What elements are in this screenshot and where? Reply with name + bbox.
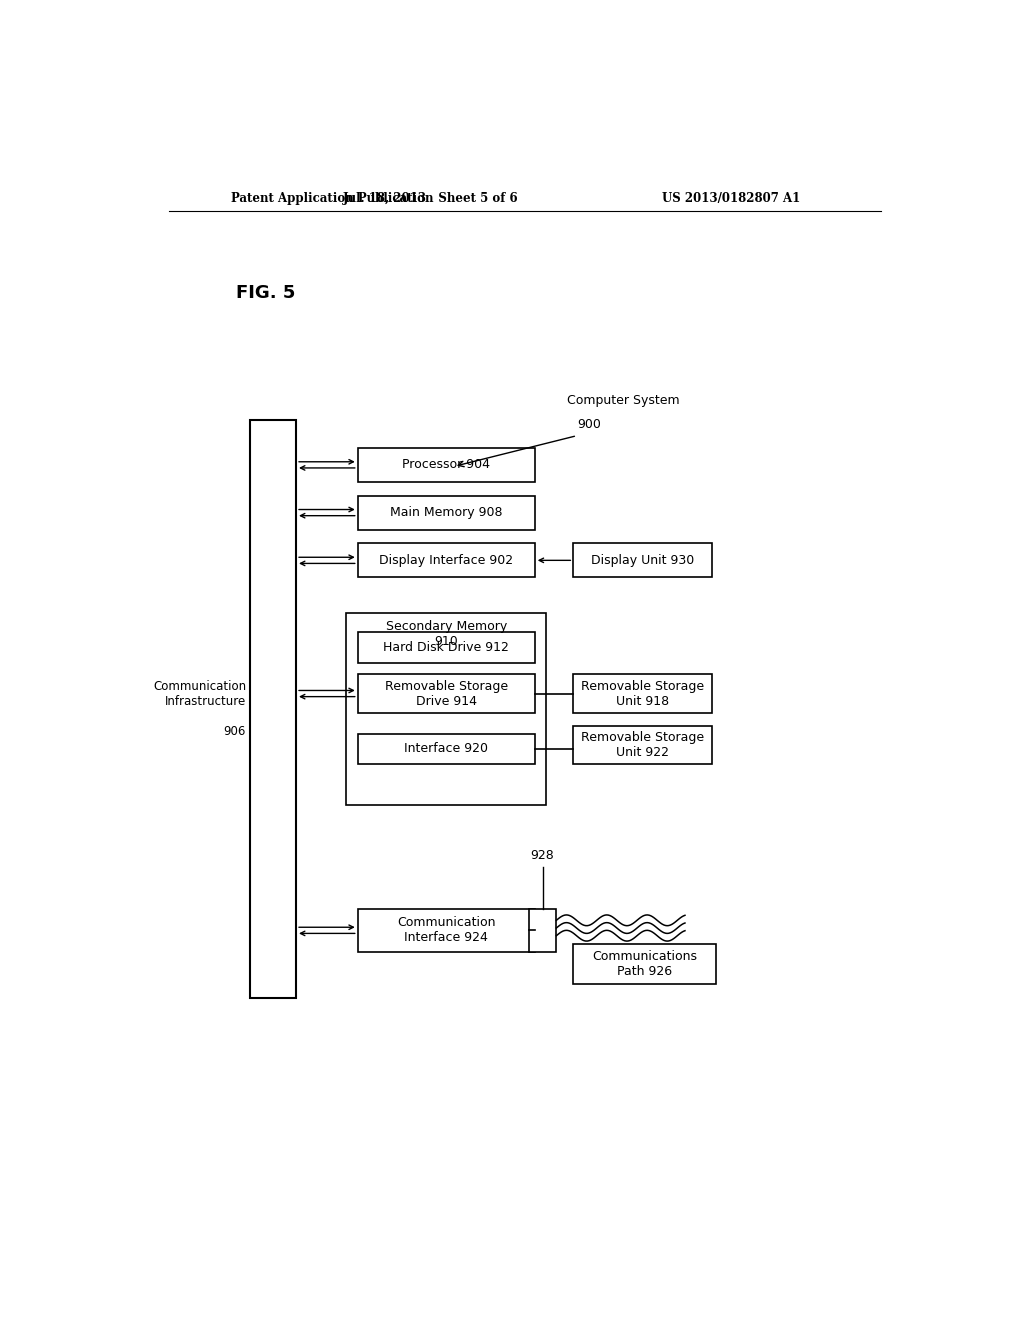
Text: Main Memory 908: Main Memory 908 xyxy=(390,506,503,519)
Text: Communication
Interface 924: Communication Interface 924 xyxy=(397,916,496,944)
Text: Secondary Memory
910: Secondary Memory 910 xyxy=(386,620,507,648)
Text: Interface 920: Interface 920 xyxy=(404,742,488,755)
Bar xyxy=(357,909,535,952)
Text: Communications
Path 926: Communications Path 926 xyxy=(592,950,697,978)
Text: Patent Application Publication: Patent Application Publication xyxy=(230,191,433,205)
Text: Removable Storage
Unit 922: Removable Storage Unit 922 xyxy=(581,731,705,759)
Bar xyxy=(250,420,296,998)
Bar xyxy=(357,675,535,713)
Bar xyxy=(573,944,716,983)
Text: US 2013/0182807 A1: US 2013/0182807 A1 xyxy=(663,191,801,205)
Bar xyxy=(357,632,535,663)
Bar xyxy=(357,544,535,577)
Bar xyxy=(529,909,556,952)
Bar xyxy=(346,612,547,805)
Bar xyxy=(357,447,535,482)
Text: Processor 904: Processor 904 xyxy=(402,458,490,471)
Text: Removable Storage
Unit 918: Removable Storage Unit 918 xyxy=(581,680,705,708)
Bar xyxy=(357,734,535,764)
Text: Removable Storage
Drive 914: Removable Storage Drive 914 xyxy=(385,680,508,708)
Text: Communication
Infrastructure

906: Communication Infrastructure 906 xyxy=(153,680,246,738)
Text: FIG. 5: FIG. 5 xyxy=(236,284,295,302)
Bar xyxy=(573,726,712,764)
Text: Jul. 18, 2013   Sheet 5 of 6: Jul. 18, 2013 Sheet 5 of 6 xyxy=(343,191,519,205)
Bar xyxy=(357,496,535,529)
Text: Computer System: Computer System xyxy=(567,395,680,408)
Text: 928: 928 xyxy=(530,849,554,862)
Bar xyxy=(573,544,712,577)
Text: Hard Disk Drive 912: Hard Disk Drive 912 xyxy=(383,640,509,653)
Text: 900: 900 xyxy=(577,417,601,430)
Text: Display Interface 902: Display Interface 902 xyxy=(379,554,513,566)
Text: Display Unit 930: Display Unit 930 xyxy=(591,554,694,566)
Bar xyxy=(573,675,712,713)
